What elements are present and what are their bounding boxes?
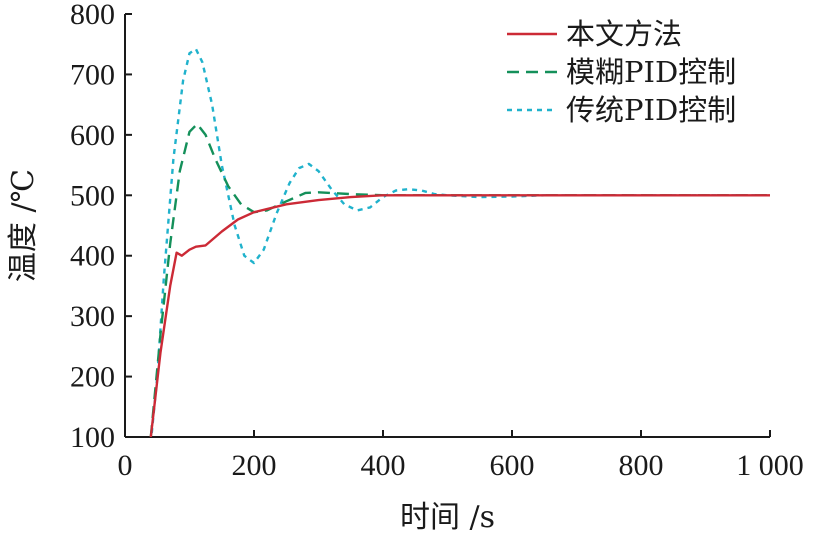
y-axis-ticks: 100 200 300 400 500 600 700 800 bbox=[70, 0, 132, 454]
x-axis-ticks: 0 200 400 600 800 1 000 bbox=[118, 430, 804, 482]
series-line-0 bbox=[149, 194, 770, 437]
y-tick-label: 400 bbox=[70, 240, 115, 273]
x-tick-label: 200 bbox=[232, 449, 277, 482]
x-tick-label: 0 bbox=[118, 449, 133, 482]
x-axis-title: 时间 /s bbox=[400, 500, 495, 534]
series-line-1 bbox=[149, 122, 770, 437]
y-tick-label: 100 bbox=[70, 421, 115, 454]
legend-label: 传统PID控制 bbox=[566, 93, 736, 127]
y-tick-label: 300 bbox=[70, 300, 115, 333]
y-tick-label: 800 bbox=[70, 0, 115, 31]
legend-label: 本文方法 bbox=[566, 17, 682, 51]
series-line-2 bbox=[150, 47, 770, 437]
y-tick-label: 600 bbox=[70, 119, 115, 152]
x-tick-label: 400 bbox=[361, 449, 406, 482]
y-tick-label: 500 bbox=[70, 179, 115, 212]
y-axis-title: 温度 /℃ bbox=[6, 169, 41, 282]
x-tick-label: 1 000 bbox=[736, 449, 804, 482]
y-tick-label: 200 bbox=[70, 361, 115, 394]
series-layer bbox=[149, 47, 770, 437]
plot-area: 0 200 400 600 800 1 000 100 200 300 400 500 600 700… bbox=[70, 0, 804, 482]
legend-label: 模糊PID控制 bbox=[566, 55, 736, 89]
x-tick-label: 600 bbox=[490, 449, 535, 482]
y-tick-label: 700 bbox=[70, 58, 115, 91]
x-tick-label: 800 bbox=[619, 449, 664, 482]
